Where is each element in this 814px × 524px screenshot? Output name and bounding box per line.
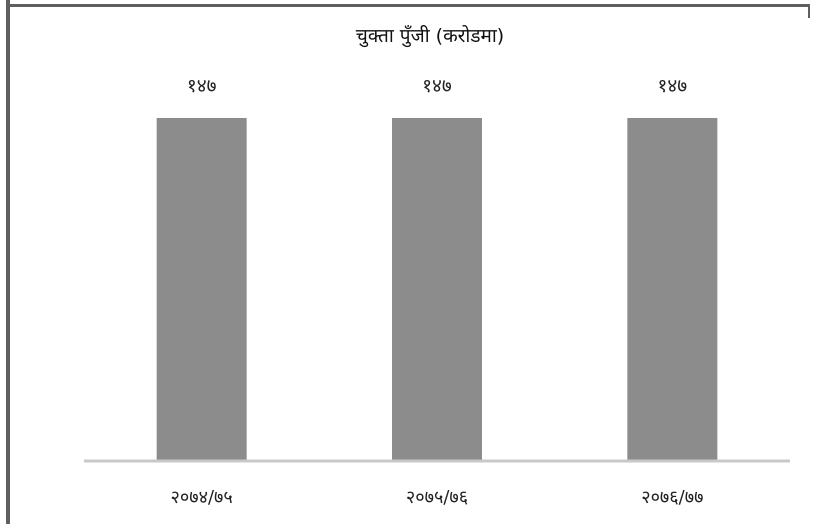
- category-labels-group: २०७४/७५ २०७५/७६ २०७६/७७: [171, 487, 704, 508]
- frame-top-border: [6, 4, 810, 7]
- chart-title: चुक्ता पुँजी (करोडमा): [356, 24, 504, 48]
- bar-1: [156, 118, 247, 461]
- bars-group: [156, 118, 718, 461]
- value-labels-group: १४७ १४७ १४७: [187, 75, 687, 97]
- category-label-2: २०७५/७६: [406, 487, 468, 508]
- category-label-1: २०७४/७५: [171, 487, 233, 508]
- bar-3: [627, 118, 718, 461]
- value-label-1: १४७: [187, 75, 217, 97]
- bar-2: [392, 118, 482, 461]
- frame-right-border: [808, 4, 810, 18]
- value-label-3: १४७: [658, 75, 688, 97]
- frame-left-border: [6, 0, 10, 524]
- category-label-3: २०७६/७७: [641, 487, 703, 508]
- value-label-2: १४७: [422, 75, 452, 97]
